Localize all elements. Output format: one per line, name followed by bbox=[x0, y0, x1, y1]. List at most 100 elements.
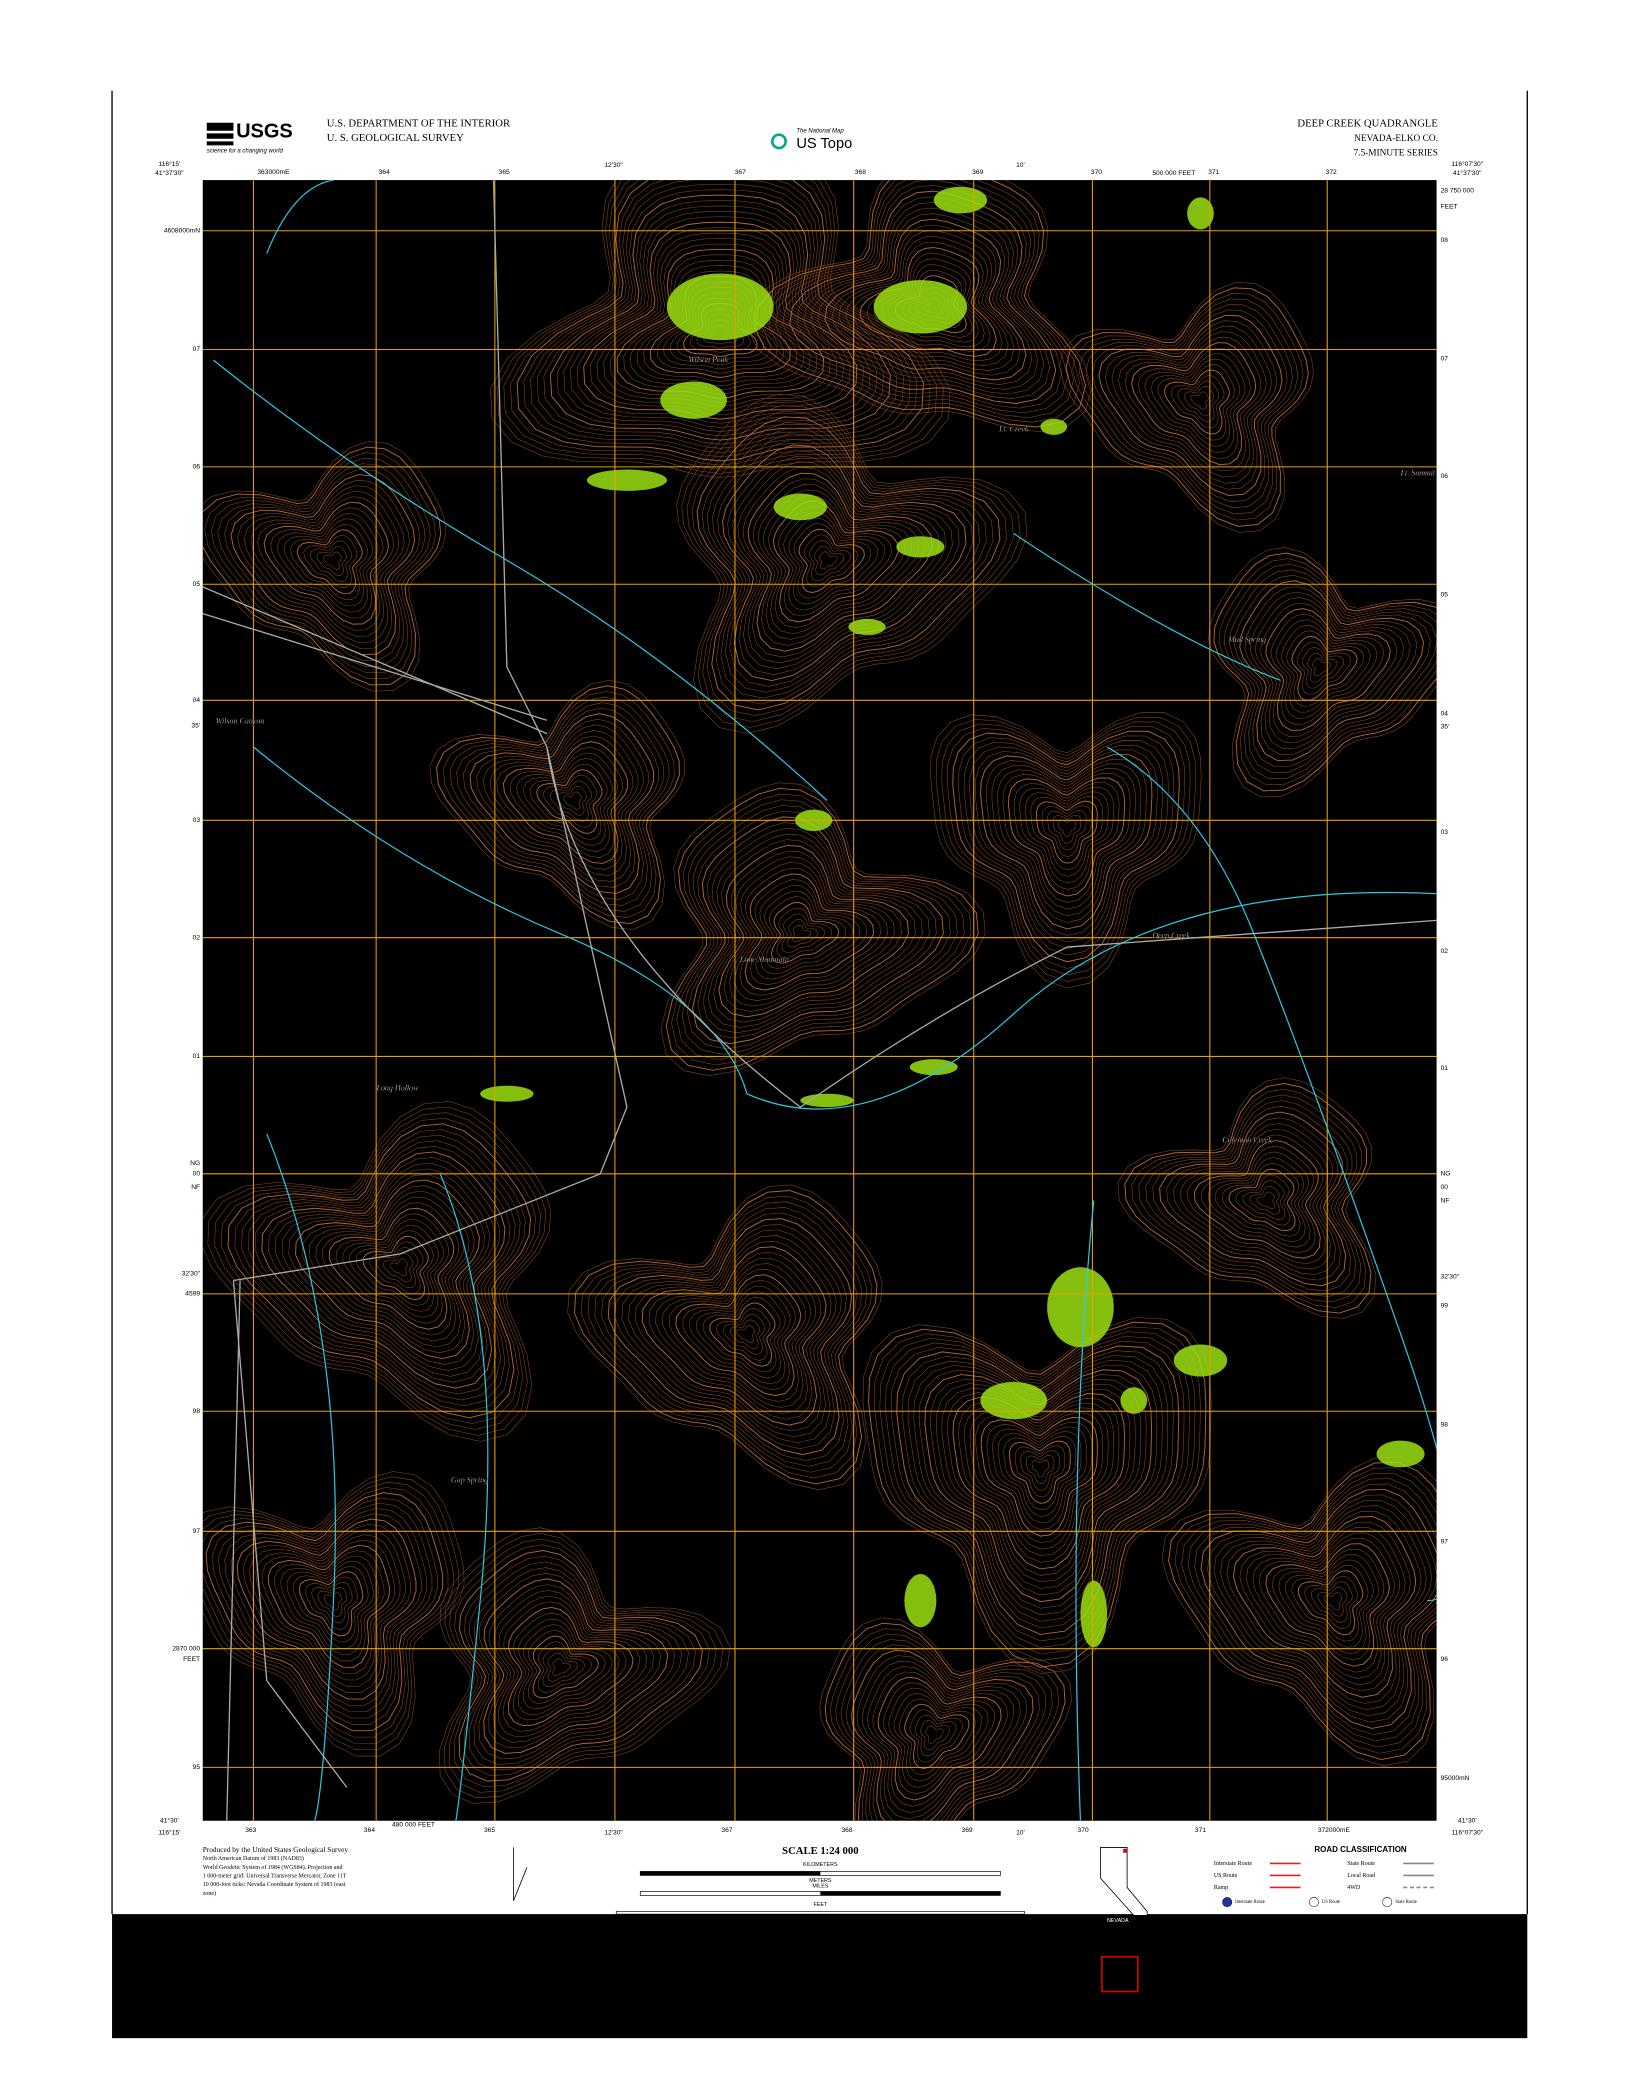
contour bbox=[1275, 619, 1378, 719]
contour bbox=[1131, 1088, 1367, 1308]
contour bbox=[686, 810, 951, 1050]
contour bbox=[675, 1274, 802, 1397]
left-label: 97 bbox=[193, 1528, 201, 1535]
contour bbox=[241, 1134, 521, 1407]
road bbox=[546, 746, 1437, 1108]
contour bbox=[250, 490, 400, 637]
contour bbox=[317, 1587, 348, 1617]
contour bbox=[1190, 391, 1209, 410]
vegetation bbox=[1376, 1440, 1425, 1468]
contour bbox=[722, 1313, 766, 1355]
contour bbox=[1144, 353, 1246, 453]
contour bbox=[268, 1157, 501, 1383]
bottom-label: 369 bbox=[962, 1827, 973, 1834]
contour bbox=[713, 839, 916, 1023]
top-label: 369 bbox=[972, 169, 983, 176]
map-content bbox=[202, 180, 1437, 1821]
bottom-label: 480 000 FEET bbox=[392, 1822, 435, 1829]
contour bbox=[1013, 782, 1120, 890]
contour bbox=[819, 1617, 1072, 1821]
left-label: 95 bbox=[193, 1764, 201, 1771]
contour bbox=[935, 716, 1196, 982]
contour bbox=[867, 1666, 1015, 1813]
product: US Topo bbox=[796, 136, 852, 152]
contour bbox=[1265, 608, 1391, 731]
contour bbox=[676, 799, 965, 1060]
contour bbox=[1239, 1521, 1411, 1692]
contour bbox=[930, 712, 1202, 989]
contour bbox=[1229, 569, 1437, 773]
contour bbox=[682, 1280, 796, 1391]
contour bbox=[286, 1560, 374, 1649]
contour bbox=[1111, 325, 1272, 484]
contour bbox=[1291, 1565, 1369, 1642]
contour bbox=[935, 1378, 1142, 1589]
contour bbox=[536, 183, 904, 449]
contour bbox=[1137, 347, 1251, 459]
vegetation bbox=[904, 1573, 937, 1628]
contour bbox=[778, 506, 892, 617]
contour bbox=[335, 1213, 449, 1324]
contour bbox=[462, 707, 659, 900]
contour bbox=[1059, 282, 1314, 533]
contour bbox=[899, 1698, 976, 1776]
left-label: 35' bbox=[191, 722, 200, 729]
road bbox=[202, 612, 548, 721]
inset-locator bbox=[1123, 1848, 1128, 1853]
roads-title: ROAD CLASSIFICATION bbox=[1314, 1845, 1407, 1854]
place-name: Wilson Canyon bbox=[216, 716, 265, 725]
contour bbox=[1228, 1168, 1296, 1232]
contour bbox=[458, 1550, 703, 1782]
place-name: Lime Mountain bbox=[739, 955, 789, 964]
credit-line: zone) bbox=[203, 1890, 216, 1897]
contour bbox=[530, 180, 911, 453]
contour bbox=[702, 1297, 781, 1373]
contour bbox=[913, 1360, 1163, 1616]
shield-label: State Route bbox=[1395, 1900, 1417, 1905]
credit-line: Produced by the United States Geological… bbox=[203, 1845, 349, 1854]
contour bbox=[1180, 1128, 1331, 1270]
contour bbox=[275, 1162, 496, 1377]
place-name: Lt. Summit bbox=[1400, 468, 1436, 477]
contour bbox=[1124, 1083, 1372, 1314]
contour bbox=[217, 463, 426, 667]
contour bbox=[436, 685, 680, 925]
right-label: 00 bbox=[1441, 1184, 1449, 1191]
contour bbox=[1187, 1134, 1326, 1264]
scale-title: SCALE 1:24 000 bbox=[782, 1845, 858, 1857]
left-label: 01 bbox=[193, 1053, 201, 1060]
contour bbox=[356, 1230, 434, 1306]
contour bbox=[255, 1534, 401, 1681]
contour bbox=[463, 1555, 696, 1776]
contour bbox=[590, 227, 851, 416]
contour bbox=[925, 1725, 944, 1744]
contour bbox=[1166, 1117, 1341, 1281]
contour bbox=[1252, 1532, 1401, 1679]
contour bbox=[516, 180, 924, 462]
contour bbox=[1200, 1488, 1437, 1729]
contour bbox=[776, 907, 832, 959]
contour bbox=[736, 1325, 755, 1343]
contour bbox=[1031, 1459, 1049, 1478]
route-shield bbox=[1382, 1897, 1393, 1908]
contour bbox=[570, 211, 871, 428]
contour bbox=[1297, 1570, 1364, 1636]
contour bbox=[1296, 641, 1351, 695]
contour bbox=[1002, 772, 1131, 903]
top-label: 363000mE bbox=[257, 169, 290, 176]
contour bbox=[567, 1184, 883, 1491]
contour bbox=[503, 180, 938, 470]
contour bbox=[236, 1518, 417, 1700]
left-label: 07 bbox=[193, 346, 201, 353]
contour bbox=[739, 867, 881, 996]
vegetation bbox=[1040, 418, 1068, 435]
top-label: 116°07'30" bbox=[1451, 160, 1483, 168]
road bbox=[202, 586, 548, 735]
contour bbox=[862, 1317, 1212, 1675]
contour bbox=[723, 850, 902, 1012]
contour bbox=[536, 769, 603, 834]
contour bbox=[1207, 1151, 1311, 1248]
contour bbox=[866, 252, 991, 352]
contour bbox=[1249, 1185, 1281, 1215]
top-label: 364 bbox=[379, 169, 390, 176]
